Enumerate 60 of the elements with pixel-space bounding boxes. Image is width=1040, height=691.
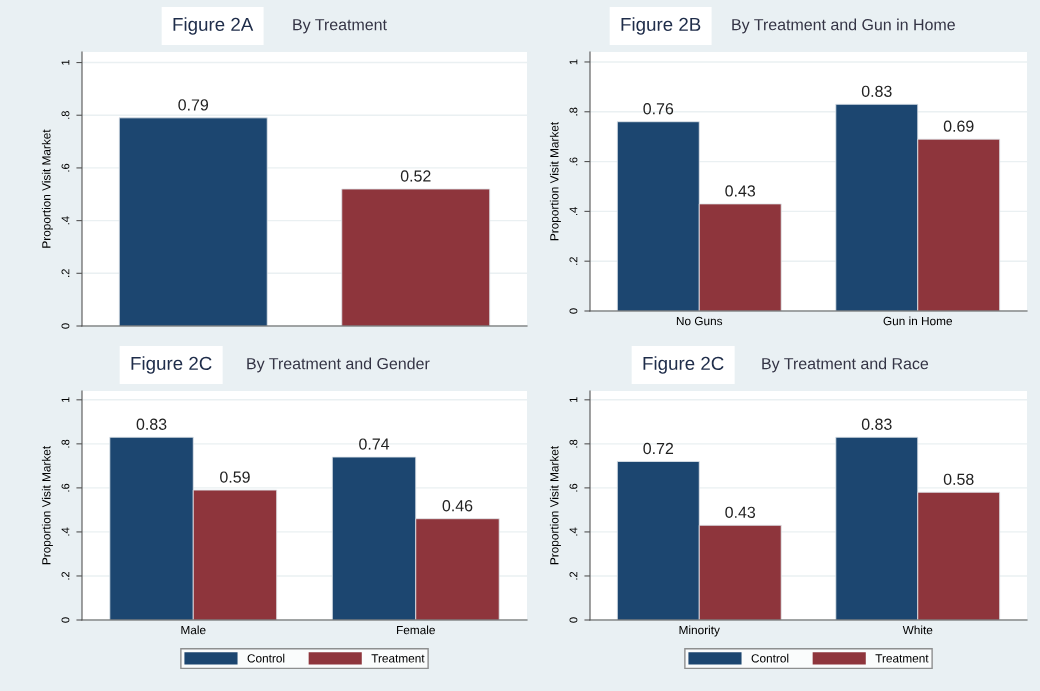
y-tick-label: 0 (61, 323, 70, 329)
data-label: 0.58 (943, 473, 974, 485)
data-label: 0.46 (442, 500, 473, 512)
chart-subtitle: By Treatment and Gender (247, 357, 430, 373)
y-tick-label: .6 (569, 157, 578, 166)
y-tick-label: .2 (61, 571, 70, 580)
x-tick-label: Gun in Home (883, 316, 952, 326)
y-tick-label: .6 (61, 483, 70, 492)
y-tick-label: .2 (61, 269, 70, 277)
y-tick-label: .6 (61, 163, 70, 172)
y-tick-label: .6 (569, 483, 578, 492)
legend-label: Control (247, 653, 285, 663)
data-label: 0.52 (400, 170, 431, 182)
y-axis-title: Proportion Visit Market (549, 445, 561, 565)
y-tick-label: .4 (569, 527, 578, 536)
x-tick-label: White (902, 625, 933, 635)
data-label: 0.59 (220, 471, 250, 483)
data-label: 0.83 (861, 418, 892, 430)
chart-title: Figure 2B (621, 17, 701, 35)
y-tick-label: .8 (569, 439, 578, 448)
data-label: 0.43 (725, 506, 756, 518)
data-label: 0.74 (359, 438, 390, 450)
y-tick-label: 0 (569, 308, 578, 314)
data-label: 0.79 (178, 99, 209, 111)
y-tick-label: 0 (61, 617, 70, 623)
chart-title: Figure 2C (643, 356, 724, 374)
chart-subtitle: By Treatment and Race (762, 357, 929, 373)
y-tick-label: .4 (61, 527, 70, 536)
x-tick-label: Male (181, 625, 206, 635)
y-axis-title: Proportion Visit Market (549, 121, 561, 241)
y-tick-label: .2 (569, 257, 578, 265)
data-label: 0.43 (725, 185, 756, 197)
chart-subtitle: By Treatment (293, 19, 387, 34)
y-tick-label: .8 (61, 111, 70, 119)
chart-title: Figure 2A (173, 17, 254, 35)
data-label: 0.72 (643, 442, 674, 455)
y-tick-label: 0 (569, 617, 578, 623)
y-tick-label: 1 (61, 59, 70, 65)
y-tick-label: 1 (569, 59, 578, 65)
y-tick-label: .4 (569, 207, 578, 215)
chart-subtitle: By Treatment and Gun in Home (732, 18, 955, 34)
chart-title: Figure 2C (131, 356, 212, 374)
x-tick-label: No Guns (676, 316, 723, 326)
y-tick-label: 1 (61, 397, 70, 403)
legend-label: Control (751, 653, 789, 663)
legend-label: Treatment (875, 654, 929, 663)
data-label: 0.69 (943, 120, 974, 132)
y-tick-label: .8 (569, 107, 578, 116)
data-label: 0.83 (136, 418, 167, 430)
y-tick-label: .8 (61, 439, 70, 448)
data-label: 0.83 (861, 85, 892, 97)
y-tick-label: .4 (61, 216, 70, 225)
y-tick-label: .2 (569, 571, 578, 580)
y-axis-title: Proportion Visit Market (41, 445, 53, 565)
y-axis-title: Proportion Visit Market (41, 129, 53, 248)
y-tick-label: 1 (569, 397, 578, 403)
data-label: 0.76 (643, 103, 674, 115)
legend-label: Treatment (371, 654, 425, 663)
x-tick-label: Minority (679, 625, 720, 637)
x-tick-label: Female (397, 625, 435, 635)
